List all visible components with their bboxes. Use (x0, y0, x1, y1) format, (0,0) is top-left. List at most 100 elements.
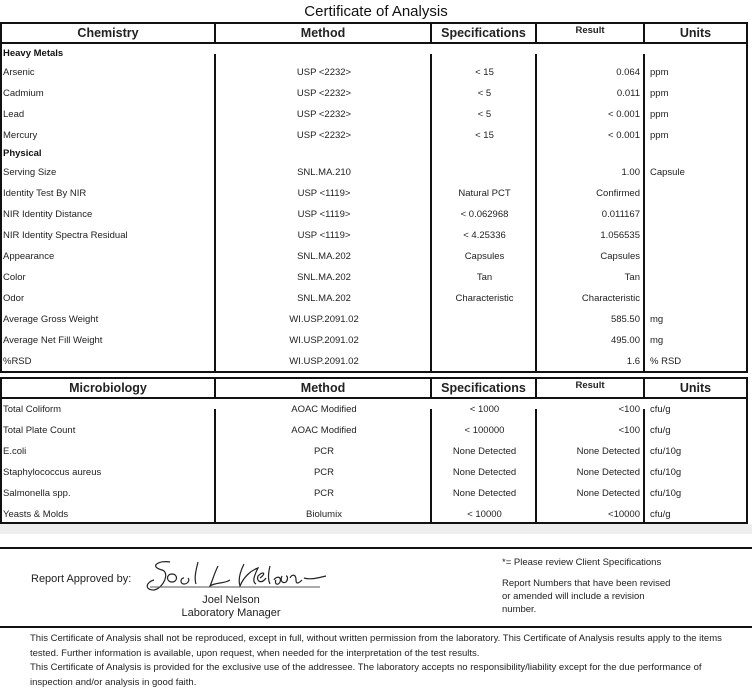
cell-method: SNL.MA.202 (297, 251, 351, 262)
column-header: Specifications (432, 24, 537, 44)
cell-name: Lead (3, 109, 25, 120)
table-header: Chemistry Method Specifications Result Units (2, 24, 746, 44)
cell-spec: < 5 (477, 88, 492, 99)
cell-spec: None Detected (452, 467, 517, 478)
table-row: Color SNL.MA.202 Tan Tan (2, 267, 746, 288)
table-row: Cadmium USP <2232> < 5 0.011 ppm (2, 83, 746, 104)
cell-method: PCR (313, 446, 335, 457)
cell-name: Odor (3, 293, 25, 304)
table-row: Mercury USP <2232> < 15 < 0.001 ppm (2, 125, 746, 146)
section-heading: Physical (2, 146, 746, 162)
cell-spec: < 1000 (469, 404, 500, 415)
column-divider (643, 54, 645, 371)
cell-result: None Detected (576, 488, 640, 499)
cell-units: cfu/g (650, 404, 671, 415)
cell-units: cfu/g (650, 509, 671, 520)
cell-name: Arsenic (3, 67, 35, 78)
table-row: Staphylococcus aureus PCR None Detected Non… (2, 462, 746, 483)
cell-name: Average Gross Weight (3, 314, 99, 325)
cell-spec: < 5 (477, 109, 492, 120)
cell-result: <10000 (608, 509, 640, 520)
cell-spec: < 10000 (467, 509, 502, 520)
table-header: Microbiology Method Specifications Result Un… (2, 379, 746, 399)
column-header: Result (537, 379, 645, 399)
cell-result: < 0.001 (608, 109, 640, 120)
cell-spec: None Detected (452, 488, 517, 499)
cell-units: cfu/10g (650, 488, 682, 499)
cell-method: USP <1119> (297, 230, 351, 241)
cell-units: % RSD (650, 356, 682, 367)
table-row: Arsenic USP <2232> < 15 0.064 ppm (2, 62, 746, 83)
cell-spec: Tan (476, 272, 493, 283)
cell-name: Average Net Fill Weight (3, 335, 103, 346)
cell-units: ppm (650, 130, 669, 141)
approved-label: Report Approved by: (31, 573, 132, 585)
cell-name: Color (3, 272, 26, 283)
table-row: NIR Identity Distance USP <1119> < 0.06296… (2, 204, 746, 225)
cell-spec: < 15 (475, 130, 494, 141)
section-label: Physical (3, 148, 42, 159)
cell-method: Biolumix (306, 509, 342, 520)
cell-units: cfu/g (650, 425, 671, 436)
cell-result: 585.50 (610, 314, 640, 325)
cell-units: mg (650, 314, 664, 325)
cell-spec: None Detected (452, 446, 517, 457)
cell-method: USP <1119> (297, 188, 351, 199)
cell-units: cfu/10g (650, 446, 682, 457)
cell-method: PCR (313, 467, 335, 478)
divider (0, 547, 752, 549)
cell-spec: Natural PCT (458, 188, 511, 199)
cell-method: USP <2232> (296, 67, 352, 78)
cell-method: PCR (313, 488, 335, 499)
cell-result: 1.00 (621, 167, 641, 178)
cell-name: E.coli (3, 446, 27, 457)
cell-units (645, 288, 746, 309)
cell-method: WI.USP.2091.02 (289, 314, 359, 325)
page-title: Certificate of Analysis (304, 3, 448, 20)
cell-result: 0.011167 (601, 209, 640, 220)
table-row: Salmonella spp. PCR None Detected None Dete… (2, 483, 746, 504)
approver-title: Laboratory Manager (181, 607, 281, 619)
column-divider (643, 409, 645, 522)
cell-result: None Detected (576, 446, 640, 457)
cell-name: Total Coliform (3, 404, 62, 415)
cell-spec: Characteristic (455, 293, 514, 304)
cell-spec (432, 309, 537, 330)
column-divider (430, 54, 432, 371)
table-row: Average Net Fill Weight WI.USP.2091.02 495… (2, 330, 746, 351)
cell-units: mg (650, 335, 664, 346)
cell-method: WI.USP.2091.02 (289, 356, 359, 367)
cell-units (645, 267, 746, 288)
cell-units: ppm (650, 88, 669, 99)
cell-spec: < 4.25336 (463, 230, 506, 241)
cell-name: Total Plate Count (3, 425, 76, 436)
column-header: Method (216, 24, 432, 44)
table-row: Odor SNL.MA.202 Characteristic Characterist… (2, 288, 746, 309)
cell-units (645, 183, 746, 204)
cell-spec: < 15 (475, 67, 494, 78)
table-row: Identity Test By NIR USP <1119> Natural PC… (2, 183, 746, 204)
divider-band (0, 524, 752, 534)
cell-method: USP <2232> (296, 130, 352, 141)
cell-name: Mercury (3, 130, 38, 141)
cell-name: %RSD (3, 356, 32, 367)
cell-result: 495.00 (610, 335, 640, 346)
cell-units (645, 225, 746, 246)
approver-name: Joel Nelson (202, 594, 260, 606)
table-row: NIR Identity Spectra Residual USP <1119> <… (2, 225, 746, 246)
cell-units: Capsule (650, 167, 685, 178)
cell-result: Characteristic (581, 293, 640, 304)
cell-spec: Capsules (464, 251, 505, 262)
cell-method: USP <1119> (297, 209, 351, 220)
column-header: Units (645, 379, 746, 399)
cell-result: 1.056535 (600, 230, 640, 241)
column-divider (214, 409, 216, 522)
column-header: Microbiology (2, 379, 216, 399)
cell-name: Appearance (3, 251, 55, 262)
table-row: Yeasts & Molds Biolumix < 10000 <10000 cfu/g (2, 504, 746, 525)
cell-result: Capsules (600, 251, 640, 262)
table-row: Appearance SNL.MA.202 Capsules Capsules (2, 246, 746, 267)
table-row: Total Plate Count AOAC Modified < 100000 <1… (2, 420, 746, 441)
cell-result: <100 (618, 425, 640, 436)
column-divider (430, 409, 432, 522)
